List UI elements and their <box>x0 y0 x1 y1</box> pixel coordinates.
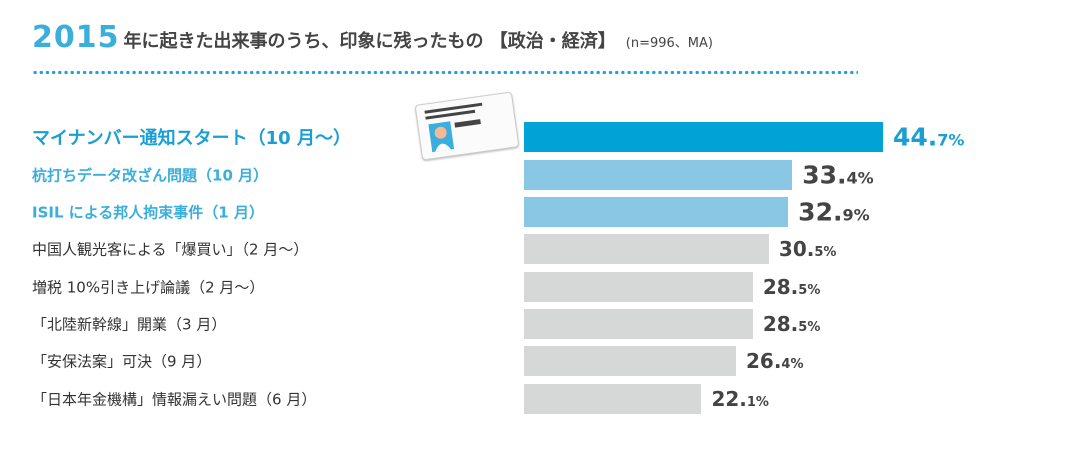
value-decimal: 9% <box>842 205 870 225</box>
category-label: マイナンバー通知スタート（10 月〜） <box>32 128 351 149</box>
value-label: 30.5% <box>779 237 837 261</box>
value-integer: 28. <box>762 275 799 299</box>
bar <box>524 160 793 190</box>
value-decimal: 5% <box>798 320 821 335</box>
value-integer: 22. <box>711 387 747 411</box>
value-integer: 30. <box>778 237 815 261</box>
value-integer: 44. <box>892 122 938 152</box>
value-integer: 32. <box>798 197 843 227</box>
value-label: 26.4% <box>746 349 804 373</box>
value-label: 32.9% <box>798 198 869 227</box>
value-label: 28.5% <box>763 312 821 336</box>
value-label: 28.5% <box>763 275 821 299</box>
category-label: 増税 10%引き上げ論議（2 月〜） <box>32 278 265 297</box>
value-integer: 26. <box>745 349 782 373</box>
value-decimal: 5% <box>798 283 821 298</box>
sample-note: (n=996、MA) <box>625 36 713 51</box>
category-label: ISIL による邦人拘束事件（1 月） <box>32 203 264 222</box>
value-integer: 33. <box>802 160 847 190</box>
bar <box>524 346 736 376</box>
value-label: 22.1% <box>711 387 769 411</box>
id-card-icon <box>414 91 520 161</box>
value-label: 44.7% <box>893 123 964 152</box>
title-text: 年に起きた出来事のうち、印象に残ったもの 【政治・経済】 <box>123 31 616 52</box>
value-decimal: 7% <box>937 130 965 150</box>
chart-title: 2015 年に起きた出来事のうち、印象に残ったもの 【政治・経済】 (n=996… <box>32 20 713 55</box>
category-label: 「日本年金機構」情報漏えい問題（6 月） <box>32 390 317 409</box>
category-label: 杭打ちデータ改ざん問題（10 月） <box>32 166 269 185</box>
bar <box>524 122 883 152</box>
value-decimal: 4% <box>846 168 874 188</box>
bar <box>524 197 789 227</box>
value-decimal: 1% <box>746 395 769 410</box>
value-label: 33.4% <box>802 161 873 190</box>
dotted-divider <box>32 70 858 75</box>
title-year: 2015 <box>32 20 120 55</box>
value-decimal: 4% <box>781 357 804 372</box>
category-label: 「北陸新幹線」開業（3 月） <box>32 315 227 334</box>
bar <box>524 309 753 339</box>
value-decimal: 5% <box>814 245 837 260</box>
category-label: 中国人観光客による「爆買い」（2 月〜） <box>32 240 309 259</box>
bar <box>524 234 769 264</box>
category-label: 「安保法案」可決（9 月） <box>32 352 212 371</box>
bar <box>524 384 702 414</box>
bar <box>524 272 753 302</box>
value-integer: 28. <box>762 312 799 336</box>
